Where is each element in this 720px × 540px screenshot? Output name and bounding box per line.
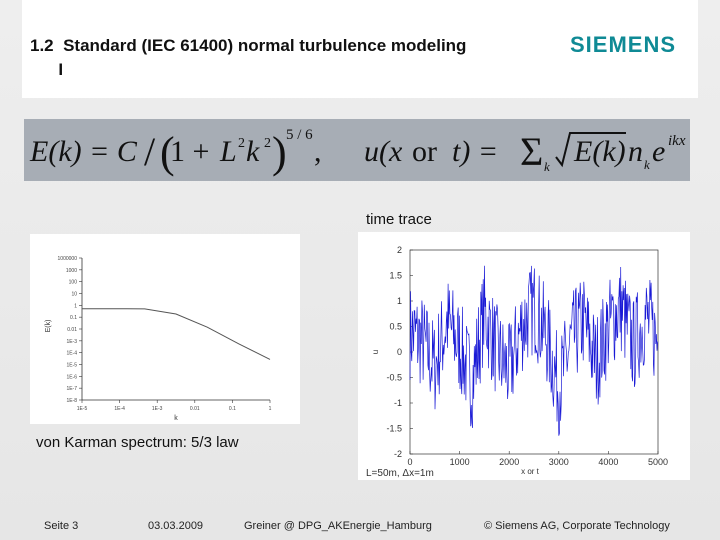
spectrum-y-tick-label: 100 xyxy=(69,280,78,286)
svg-text:): ) xyxy=(272,128,287,177)
trace-x-tick-label: 0 xyxy=(407,457,412,467)
svg-text:e: e xyxy=(652,135,665,168)
svg-text:k: k xyxy=(544,159,550,174)
svg-text:or: or xyxy=(412,135,437,168)
spectrum-x-tick-label: 0.01 xyxy=(190,406,200,412)
formula-band: E(k) = C / ( 1 + L 2 k 2 ) 5 / 6 , u(x o… xyxy=(24,119,690,181)
spectrum-line xyxy=(82,308,271,360)
time-trace-plot: 2 1.5 1 0.5 0 -0.5 -1 -1.5 -2 0 1000 2000 3000 4000 50… xyxy=(366,245,668,479)
time-trace-caption: time trace xyxy=(366,211,432,228)
svg-text:/: / xyxy=(144,129,156,174)
trace-x-tick-label: 5000 xyxy=(648,457,668,467)
svg-text:ikx: ikx xyxy=(668,133,686,149)
trace-note: L=50m, Δx=1m xyxy=(366,468,434,479)
spectrum-x-tick-label: 0.1 xyxy=(229,406,236,412)
spectrum-y-tick-label: 1000 xyxy=(66,268,77,274)
formula-series: u(x xyxy=(364,135,403,168)
trace-series-line xyxy=(409,265,658,436)
spectrum-y-tick-label: 1E-4 xyxy=(66,351,77,357)
spectrum-y-tick-label: 10 xyxy=(71,292,77,298)
spectrum-caption: von Karman spectrum: 5/3 law xyxy=(36,434,239,451)
spectrum-y-tick-label: 1E-8 xyxy=(66,398,77,404)
spectrum-y-tick-label: 1E-7 xyxy=(66,386,77,392)
svg-text:n: n xyxy=(628,135,643,168)
svg-text:2: 2 xyxy=(238,136,245,151)
spectrum-y-label: E(k) xyxy=(45,320,52,333)
formula-graphic: E(k) = C / ( 1 + L 2 k 2 ) 5 / 6 , u(x o… xyxy=(29,127,686,177)
spectrum-y-tick-label: 0.1 xyxy=(70,315,77,321)
spectrum-x-label: k xyxy=(174,415,178,422)
trace-y-tick-label: -1.5 xyxy=(386,424,402,434)
footer-date: 03.03.2009 xyxy=(148,520,204,532)
spectrum-x-tick-label: 1E-4 xyxy=(114,406,125,412)
footer-author: Greiner @ DPG_AKEnergie_Hamburg xyxy=(244,520,432,532)
svg-text:1 +: 1 + xyxy=(170,135,209,168)
trace-y-tick-label: 2 xyxy=(397,245,402,255)
spectrum-y-tick-label: 1E-5 xyxy=(66,363,77,369)
spectrum-y-tick-label: 1E-3 xyxy=(66,339,77,345)
trace-y-tick-label: 0.5 xyxy=(389,322,402,332)
svg-text:L: L xyxy=(219,135,237,168)
trace-y-tick-label: -0.5 xyxy=(386,373,402,383)
trace-y-tick-label: 1 xyxy=(397,296,402,306)
trace-x-tick-label: 3000 xyxy=(549,457,569,467)
svg-text:2: 2 xyxy=(264,136,271,151)
title-box xyxy=(22,0,698,98)
trace-x-tick-label: 4000 xyxy=(598,457,618,467)
spectrum-x-tick-label: 1E-3 xyxy=(152,406,163,412)
svg-text:5 / 6: 5 / 6 xyxy=(286,127,313,143)
svg-text:t) =: t) = xyxy=(452,135,498,168)
spectrum-x-tick-label: 1 xyxy=(269,406,272,412)
slide-title: 1.2 Standard (IEC 61400) normal turbulen… xyxy=(30,36,467,79)
trace-x-tick-label: 1000 xyxy=(450,457,470,467)
trace-x-label: x or t xyxy=(521,467,540,476)
trace-y-tick-label: 0 xyxy=(397,347,402,357)
trace-x-tick-label: 2000 xyxy=(499,457,519,467)
svg-text:k: k xyxy=(246,135,260,168)
svg-text:k: k xyxy=(644,157,650,172)
spectrum-figure: 1000000 1000 100 10 1 0.1 0.01 1E-3 1E-4 1E-5 1E-6… xyxy=(30,234,300,424)
footer-copyright: © Siemens AG, Corporate Technology xyxy=(484,520,670,532)
svg-text:(: ( xyxy=(160,128,175,177)
spectrum-y-tick-label: 1 xyxy=(74,303,77,309)
spectrum-y-tick-label: 1000000 xyxy=(58,256,78,262)
spectrum-y-tick-label: 1E-6 xyxy=(66,374,77,380)
trace-y-tick-label: -2 xyxy=(394,449,402,459)
svg-text:,: , xyxy=(314,135,322,168)
trace-y-tick-label: -1 xyxy=(394,398,402,408)
spectrum-plot: 1000000 1000 100 10 1 0.1 0.01 1E-3 1E-4 1E-5 1E-6… xyxy=(45,256,272,422)
footer-page: Seite 3 xyxy=(44,520,79,532)
spectrum-x-tick-label: 1E-5 xyxy=(77,406,88,412)
formula-spectrum: E(k) = C xyxy=(29,135,138,168)
trace-y-tick-label: 1.5 xyxy=(389,271,402,281)
spectrum-y-tick-label: 0.01 xyxy=(67,327,77,333)
siemens-logo: SIEMENS xyxy=(570,32,677,57)
trace-y-label: u xyxy=(371,350,380,354)
svg-text:E(k): E(k) xyxy=(573,135,626,168)
time-trace-figure: 2 1.5 1 0.5 0 -0.5 -1 -1.5 -2 0 1000 2000 3000 4000 50… xyxy=(358,232,690,480)
svg-text:Σ: Σ xyxy=(520,129,543,174)
